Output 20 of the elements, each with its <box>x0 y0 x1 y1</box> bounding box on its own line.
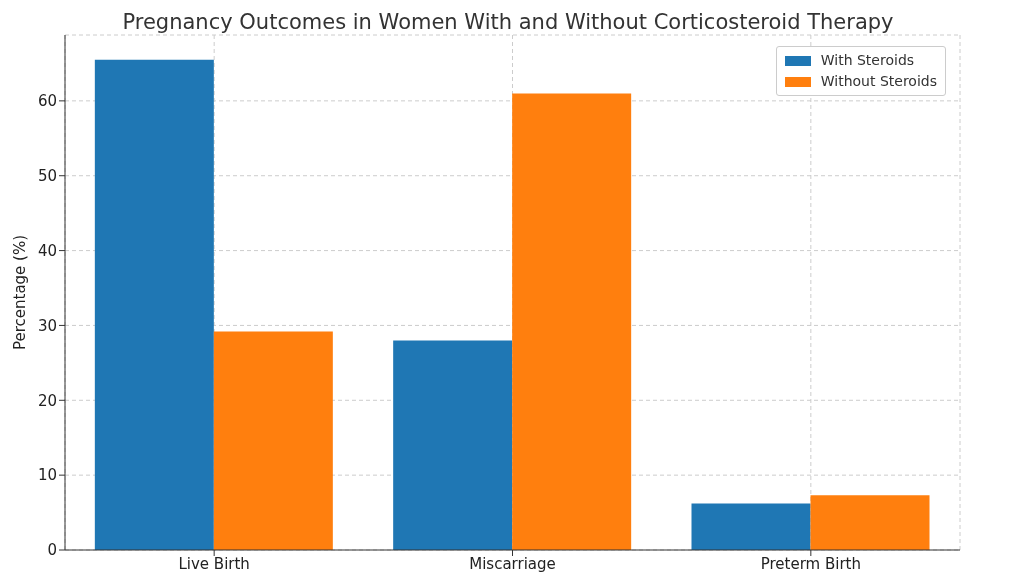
bar <box>94 59 214 550</box>
bar <box>512 93 632 550</box>
y-tick-label: 0 <box>47 541 57 560</box>
x-tick-label: Live Birth <box>178 554 250 573</box>
x-tick-label: Preterm Birth <box>760 554 861 573</box>
x-tick-label: Miscarriage <box>469 554 556 573</box>
y-tick-label: 30 <box>37 316 57 335</box>
bar <box>691 503 811 550</box>
bar <box>213 331 333 550</box>
y-axis-title: Percentage (%) <box>11 234 30 351</box>
y-tick-label: 50 <box>37 167 57 186</box>
chart-title: Pregnancy Outcomes in Women With and Without Corticosteroid Therapy <box>121 10 895 34</box>
y-tick-label: 10 <box>37 466 57 485</box>
legend-label: Without Steroids <box>820 72 937 91</box>
y-tick-label: 60 <box>37 92 57 111</box>
y-tick-label: 20 <box>37 391 57 410</box>
legend-label: With Steroids <box>820 51 915 70</box>
y-tick-label: 40 <box>37 241 57 260</box>
bar <box>393 340 513 550</box>
bar <box>810 495 930 550</box>
